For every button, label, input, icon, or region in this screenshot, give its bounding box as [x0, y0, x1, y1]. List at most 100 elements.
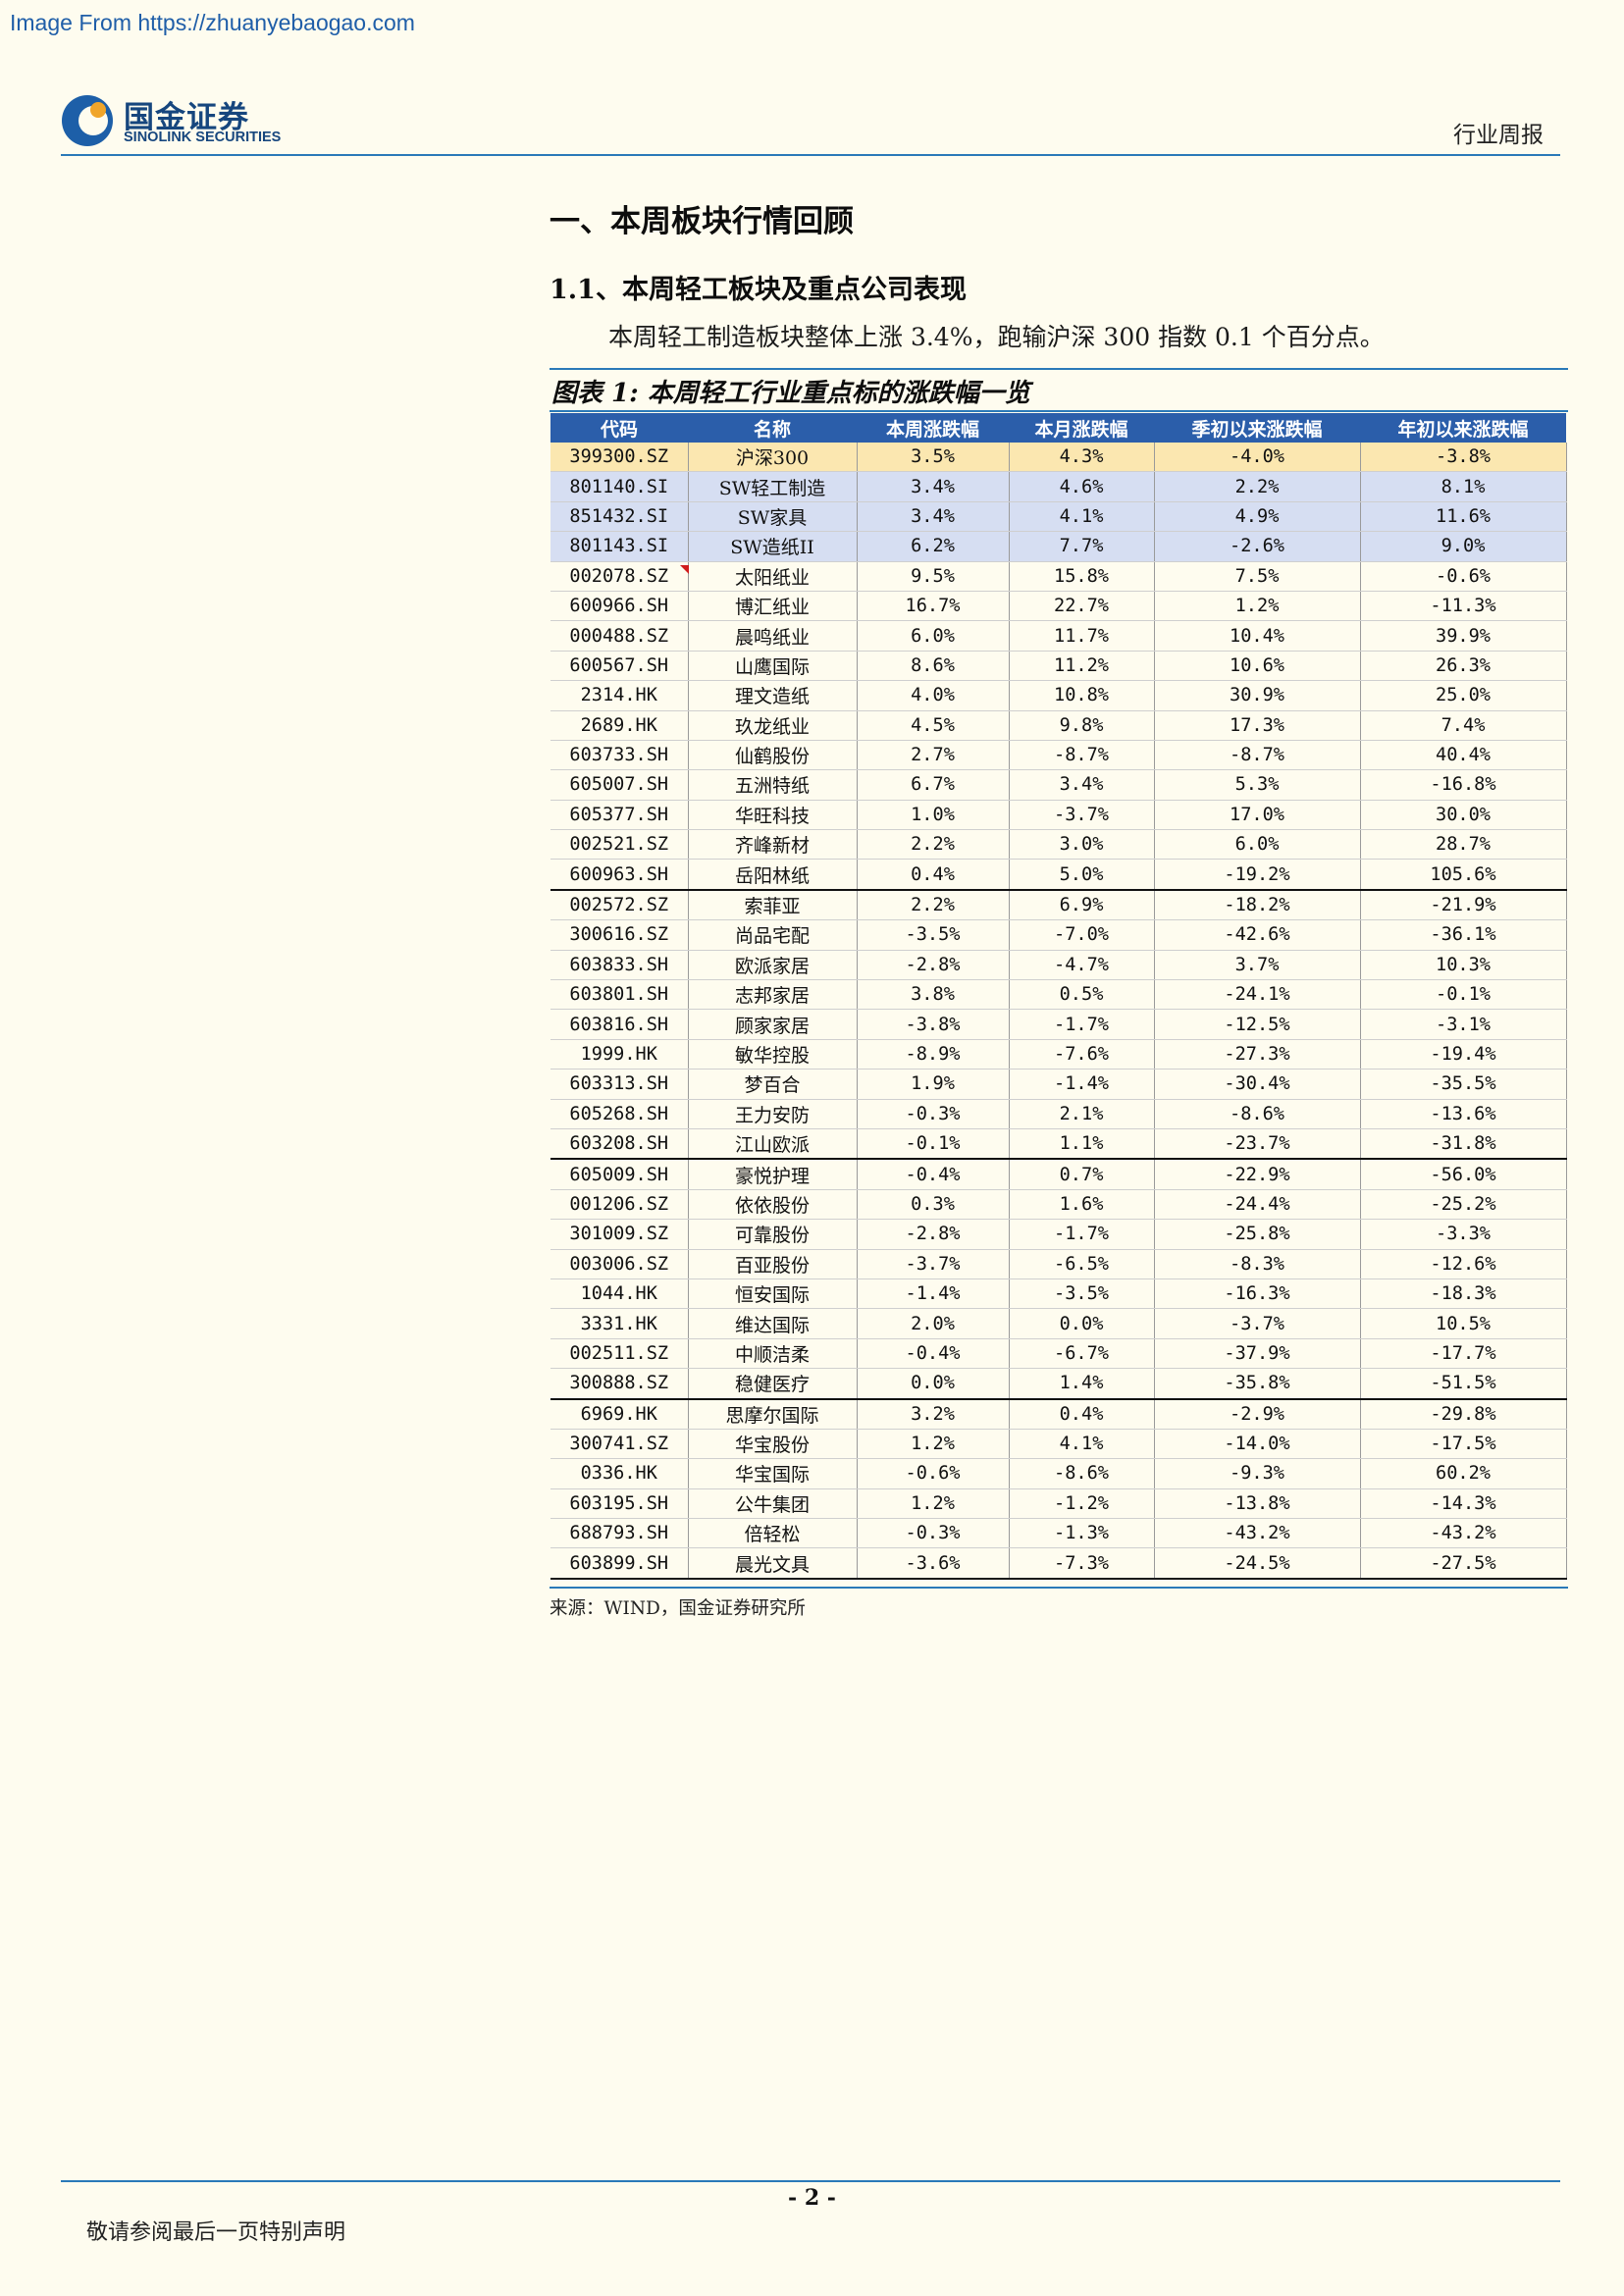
- qtd-cell: -22.9%: [1154, 1159, 1361, 1190]
- monthly-cell: -3.5%: [1009, 1278, 1155, 1310]
- monthly-cell: -7.0%: [1009, 919, 1155, 951]
- ytd-cell: -25.2%: [1360, 1189, 1567, 1221]
- monthly-cell: -3.7%: [1009, 800, 1155, 831]
- performance-table: 代码 名称 本周涨跌幅 本月涨跌幅 季初以来涨跌幅 年初以来涨跌幅 399300…: [550, 413, 1567, 1580]
- monthly-cell: -6.5%: [1009, 1249, 1155, 1279]
- qtd-cell: -3.7%: [1154, 1308, 1361, 1339]
- monthly-cell: 3.0%: [1009, 829, 1155, 861]
- weekly-cell: 6.0%: [857, 620, 1010, 652]
- code-cell: 301009.SZ: [550, 1219, 689, 1250]
- ytd-cell: -13.6%: [1360, 1099, 1567, 1129]
- qtd-cell: -8.6%: [1154, 1099, 1361, 1129]
- weekly-cell: 0.4%: [857, 859, 1010, 891]
- qtd-cell: 10.6%: [1154, 651, 1361, 682]
- qtd-cell: -2.6%: [1154, 531, 1361, 562]
- table-body: 399300.SZ 沪深300 3.5% 4.3% -4.0% -3.8% 801140.S…: [550, 443, 1567, 1580]
- comment-marker-icon: [680, 565, 689, 574]
- code-cell: 0336.HK: [550, 1458, 689, 1489]
- weekly-cell: 6.7%: [857, 769, 1010, 801]
- ytd-cell: -43.2%: [1360, 1518, 1567, 1549]
- monthly-cell: 1.6%: [1009, 1189, 1155, 1221]
- code-cell: 1044.HK: [550, 1278, 689, 1310]
- qtd-cell: -35.8%: [1154, 1368, 1361, 1400]
- code-cell: 605007.SH: [550, 769, 689, 801]
- company-logo: 国金证券 SINOLINK SECURITIES: [61, 90, 296, 151]
- name-cell: 尚品宅配: [688, 919, 858, 951]
- name-cell: 维达国际: [688, 1308, 858, 1339]
- weekly-cell: 6.2%: [857, 531, 1010, 562]
- monthly-cell: 0.4%: [1009, 1398, 1155, 1430]
- monthly-cell: 15.8%: [1009, 561, 1155, 592]
- table-row: 003006.SZ 百亚股份 -3.7% -6.5% -8.3% -12.6%: [550, 1249, 1567, 1279]
- ytd-cell: -3.1%: [1360, 1009, 1567, 1040]
- code-cell: 3331.HK: [550, 1308, 689, 1339]
- ytd-cell: -27.5%: [1360, 1547, 1567, 1580]
- ytd-cell: 26.3%: [1360, 651, 1567, 682]
- ytd-cell: -3.3%: [1360, 1219, 1567, 1250]
- weekly-cell: 3.4%: [857, 501, 1010, 533]
- qtd-cell: -9.3%: [1154, 1458, 1361, 1489]
- weekly-cell: 16.7%: [857, 591, 1010, 622]
- header-code: 代码: [550, 413, 688, 443]
- ytd-cell: 7.4%: [1360, 710, 1567, 741]
- qtd-cell: 1.2%: [1154, 591, 1361, 622]
- weekly-cell: 2.7%: [857, 740, 1010, 771]
- monthly-cell: 6.9%: [1009, 889, 1155, 921]
- table-row: 600963.SH 岳阳林纸 0.4% 5.0% -19.2% 105.6%: [550, 859, 1567, 891]
- monthly-cell: -1.7%: [1009, 1009, 1155, 1040]
- table-row: 301009.SZ 可靠股份 -2.8% -1.7% -25.8% -3.3%: [550, 1219, 1567, 1250]
- table-row: 605009.SH 豪悦护理 -0.4% 0.7% -22.9% -56.0%: [550, 1159, 1567, 1190]
- name-cell: 博汇纸业: [688, 591, 858, 622]
- code-cell: 600567.SH: [550, 651, 689, 682]
- document-type-label: 行业周报: [1453, 123, 1544, 148]
- qtd-cell: -24.1%: [1154, 979, 1361, 1011]
- name-cell: 理文造纸: [688, 680, 858, 711]
- code-cell: 000488.SZ: [550, 620, 689, 652]
- code-cell: 603195.SH: [550, 1488, 689, 1520]
- qtd-cell: -16.3%: [1154, 1278, 1361, 1310]
- qtd-cell: -4.0%: [1154, 443, 1361, 473]
- name-cell: 恒安国际: [688, 1278, 858, 1310]
- name-cell: 玖龙纸业: [688, 710, 858, 741]
- code-cell: 801143.SI: [550, 531, 689, 562]
- name-cell: 敏华控股: [688, 1039, 858, 1070]
- name-cell: SW轻工制造: [688, 471, 858, 502]
- table-row: 605268.SH 王力安防 -0.3% 2.1% -8.6% -13.6%: [550, 1099, 1567, 1129]
- weekly-cell: 2.2%: [857, 829, 1010, 861]
- ytd-cell: 10.3%: [1360, 950, 1567, 981]
- table-row: 002078.SZ 太阳纸业 9.5% 15.8% 7.5% -0.6%: [550, 561, 1567, 592]
- monthly-cell: -7.3%: [1009, 1547, 1155, 1580]
- weekly-cell: 8.6%: [857, 651, 1010, 682]
- code-cell: 605009.SH: [550, 1159, 689, 1190]
- ytd-cell: -56.0%: [1360, 1159, 1567, 1190]
- weekly-cell: 1.0%: [857, 800, 1010, 831]
- qtd-cell: -19.2%: [1154, 859, 1361, 891]
- code-cell: 603816.SH: [550, 1009, 689, 1040]
- table-row: 603833.SH 欧派家居 -2.8% -4.7% 3.7% 10.3%: [550, 950, 1567, 981]
- header-divider: [61, 154, 1560, 156]
- monthly-cell: 11.2%: [1009, 651, 1155, 682]
- monthly-cell: -6.7%: [1009, 1338, 1155, 1370]
- monthly-cell: -1.4%: [1009, 1069, 1155, 1100]
- monthly-cell: -1.7%: [1009, 1219, 1155, 1250]
- logo-name-en: SINOLINK SECURITIES: [124, 130, 282, 145]
- code-cell: 851432.SI: [550, 501, 689, 533]
- qtd-cell: 5.3%: [1154, 769, 1361, 801]
- monthly-cell: 1.4%: [1009, 1368, 1155, 1400]
- table-row: 002572.SZ 索菲亚 2.2% 6.9% -18.2% -21.9%: [550, 889, 1567, 921]
- code-cell: 001206.SZ: [550, 1189, 689, 1221]
- code-cell: 2689.HK: [550, 710, 689, 741]
- figure-bottom-rule: [550, 1587, 1568, 1589]
- weekly-cell: -0.1%: [857, 1128, 1010, 1161]
- monthly-cell: -4.7%: [1009, 950, 1155, 981]
- table-row: 002511.SZ 中顺洁柔 -0.4% -6.7% -37.9% -17.7%: [550, 1338, 1567, 1370]
- ytd-cell: -11.3%: [1360, 591, 1567, 622]
- code-cell: 399300.SZ: [550, 443, 689, 473]
- code-cell: 2314.HK: [550, 680, 689, 711]
- monthly-cell: 11.7%: [1009, 620, 1155, 652]
- weekly-cell: 4.5%: [857, 710, 1010, 741]
- table-row: 399300.SZ 沪深300 3.5% 4.3% -4.0% -3.8%: [550, 443, 1567, 473]
- weekly-cell: -3.5%: [857, 919, 1010, 951]
- monthly-cell: 1.1%: [1009, 1128, 1155, 1161]
- footer-divider: [61, 2180, 1560, 2182]
